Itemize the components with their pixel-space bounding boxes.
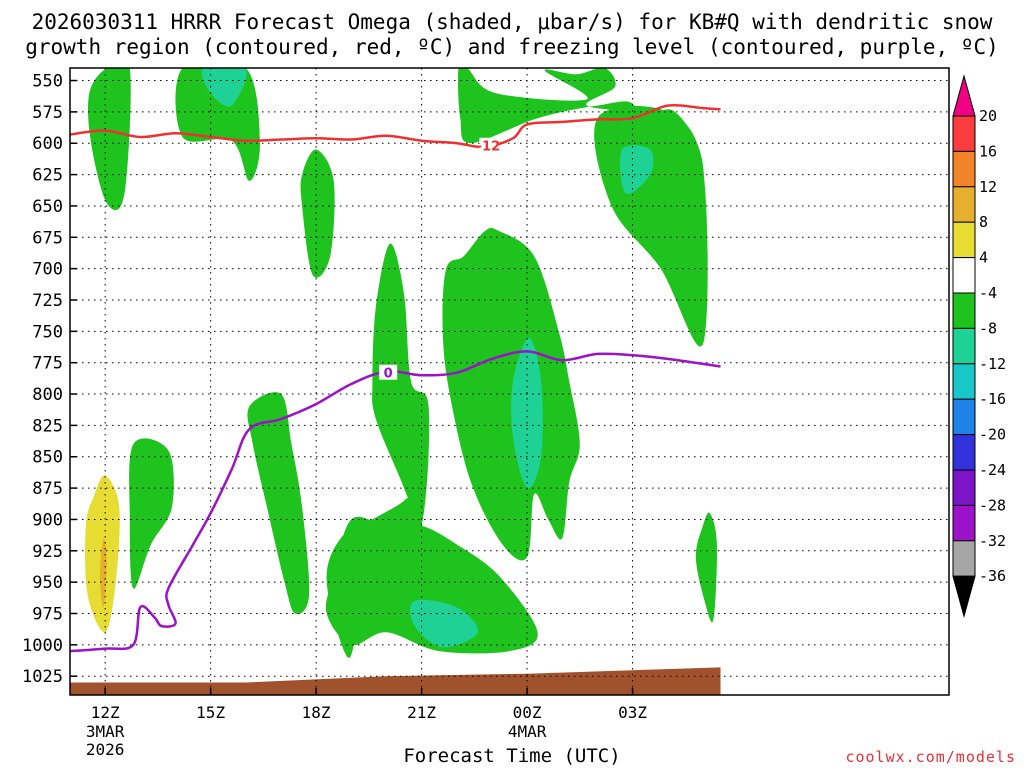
y-tick-label-1025: 1025 [22, 667, 63, 687]
colorbar-top-triangle [952, 74, 976, 117]
freezing-contour-line [70, 350, 721, 653]
x-tick-label-21Z: 21Z [407, 703, 436, 722]
omega-region-2 [201, 68, 247, 107]
colorbar-label-5: -4 [979, 284, 997, 302]
dgz-contour-label-bg [479, 137, 498, 153]
y-tick-label-675: 675 [32, 228, 63, 248]
terrain-fill [70, 667, 721, 695]
omega-region-14 [695, 512, 718, 623]
colorbar-label-0: 20 [979, 107, 997, 125]
colorbar: 20 16 12 8 4 -4 -8 -12 -16 -20 -24 -28 -32 -36 [952, 74, 1006, 619]
omega-region-11 [511, 337, 543, 489]
y-tick-label-550: 550 [32, 72, 63, 92]
chart-title-line2: growth region (contoured, red, ºC) and f… [25, 35, 999, 59]
colorbar-label-11: -28 [979, 496, 1006, 514]
colorbar-bottom-triangle [952, 575, 976, 619]
freezing-contour-label-bg [379, 364, 398, 380]
y-tick-label-975: 975 [32, 604, 63, 624]
colorbar-box-3 [952, 221, 976, 259]
freezing-contour-label: 0 [384, 367, 393, 382]
colorbar-box-0 [952, 115, 976, 152]
colorbar-box-1 [952, 150, 976, 188]
y-tick-label-850: 850 [32, 448, 63, 468]
omega-region-9 [410, 599, 479, 648]
colorbar-label-12: -32 [979, 532, 1006, 550]
y-tick-label-575: 575 [32, 103, 63, 123]
colorbar-box-12 [952, 540, 976, 577]
colorbar-box-4 [952, 257, 976, 294]
dgz-contour-line [70, 103, 721, 149]
colorbar-label-4: 4 [979, 249, 988, 267]
omega-region-1 [175, 68, 260, 181]
colorbar-label-3: 8 [979, 213, 988, 231]
x-tick-label-00Z: 00Z [513, 703, 542, 722]
x-tick-date-12Z: 3MAR [86, 722, 125, 741]
colorbar-label-13: -36 [979, 567, 1006, 585]
y-tick-label-825: 825 [32, 416, 63, 436]
plot-frame [69, 67, 950, 696]
colorbar-label-2: 12 [979, 178, 997, 196]
colorbar-box-8 [952, 398, 976, 436]
x-tick-label-12Z: 12Z [91, 703, 120, 722]
y-tick-label-650: 650 [32, 197, 63, 217]
colorbar-label-10: -24 [979, 461, 1006, 479]
y-tick-label-750: 750 [32, 322, 63, 342]
colorbar-box-2 [952, 186, 976, 223]
y-tick-label-625: 625 [32, 166, 63, 186]
omega-region-5 [594, 105, 708, 347]
x-tick-label-03Z: 03Z [618, 703, 647, 722]
colorbar-label-6: -8 [979, 319, 997, 337]
colorbar-box-6 [952, 327, 976, 365]
omega-region-13 [129, 438, 174, 589]
x-tick-date-00Z: 4MAR [508, 722, 547, 741]
x-axis-title: Forecast Time (UTC) [403, 745, 621, 767]
contour-layer: -12 0 [70, 103, 721, 653]
x-tick-year-12Z: 2026 [86, 740, 125, 759]
colorbar-label-7: -12 [979, 355, 1006, 373]
y-tick-label-775: 775 [32, 354, 63, 374]
omega-region-12 [247, 392, 310, 615]
omega-region-6 [620, 145, 654, 195]
omega-region-3 [300, 149, 335, 278]
y-axis: 550 575 600 625 650 675 700 725 750 775 800 825 850 8… [22, 72, 77, 687]
y-tick-label-600: 600 [32, 134, 63, 154]
omega-region-0 [87, 68, 131, 211]
y-tick-label-1000: 1000 [22, 636, 63, 656]
omega-region-8 [325, 516, 538, 654]
colorbar-label-1: 16 [979, 142, 997, 160]
colorbar-box-5 [952, 292, 976, 329]
colorbar-box-7 [952, 363, 976, 400]
y-tick-label-950: 950 [32, 573, 63, 593]
omega-region-10 [442, 227, 580, 561]
y-tick-label-700: 700 [32, 260, 63, 280]
y-tick-label-875: 875 [32, 479, 63, 499]
x-tick-label-18Z: 18Z [302, 703, 331, 722]
omega-shading-layer [70, 68, 721, 695]
dgz-contour-label: -12 [477, 140, 501, 155]
colorbar-box-10 [952, 469, 976, 506]
y-tick-label-900: 900 [32, 510, 63, 530]
y-tick-label-800: 800 [32, 385, 63, 405]
colorbar-label-8: -16 [979, 390, 1006, 408]
site-credit: coolwx.com/models [845, 748, 1016, 766]
y-tick-label-725: 725 [32, 291, 63, 311]
y-tick-label-925: 925 [32, 542, 63, 562]
chart-title-line1: 2026030311 HRRR Forecast Omega (shaded, … [31, 10, 993, 34]
colorbar-box-9 [952, 434, 976, 471]
gridlines-layer [70, 68, 949, 695]
colorbar-box-11 [952, 504, 976, 542]
colorbar-label-9: -20 [979, 426, 1006, 444]
x-tick-label-15Z: 15Z [196, 703, 225, 722]
